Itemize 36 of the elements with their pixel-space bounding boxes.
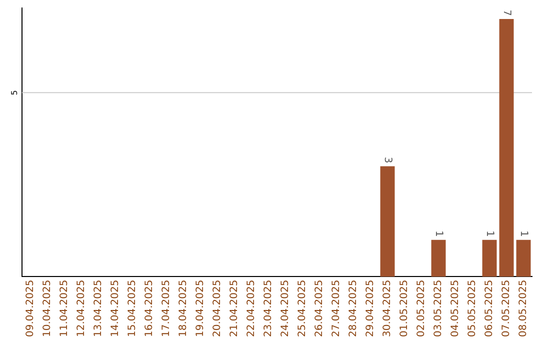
x-tick-label: 14.04.2025	[110, 280, 122, 338]
x-tick-label: 28.04.2025	[348, 280, 360, 338]
x-tick-label: 04.05.2025	[450, 280, 462, 338]
x-tick-label: 18.04.2025	[178, 280, 190, 338]
x-tick-label: 17.04.2025	[161, 280, 172, 338]
x-tick-label: 12.04.2025	[76, 280, 88, 338]
x-tick-label: 10.04.2025	[42, 280, 54, 338]
x-tick-label: 27.04.2025	[331, 280, 342, 338]
x-tick-label: 13.04.2025	[93, 280, 104, 338]
x-tick-label: 05.05.2025	[467, 280, 478, 338]
x-tick-label: 29.04.2025	[365, 280, 376, 338]
data-label: 3	[382, 156, 393, 164]
data-label: 1	[484, 230, 495, 237]
x-tick-label: 24.04.2025	[280, 280, 292, 338]
ref-line-label: 5	[10, 90, 20, 96]
x-tick-label: 20.04.2025	[212, 280, 224, 338]
x-tick-label: 09.04.2025	[25, 280, 36, 338]
x-tick-label: 07.05.2025	[501, 280, 512, 338]
x-tick-label: 22.04.2025	[246, 280, 258, 338]
x-tick-label: 08.05.2025	[518, 280, 530, 338]
x-tick-label: 19.04.2025	[195, 280, 206, 338]
data-label: 1	[518, 230, 529, 237]
x-tick-label: 06.05.2025	[484, 280, 496, 338]
data-label: 1	[432, 230, 444, 237]
data-label: 7	[500, 10, 512, 16]
x-tick-label: 21.04.2025	[229, 280, 240, 338]
x-tick-label: 25.04.2025	[297, 280, 308, 338]
x-tick-label: 02.05.2025	[416, 280, 428, 338]
x-tick-label: 26.04.2025	[314, 280, 326, 338]
x-tick-label: 03.05.2025	[433, 280, 444, 338]
x-tick-label: 11.04.2025	[59, 280, 70, 338]
x-tick-label: 16.04.2025	[144, 280, 156, 338]
x-tick-label: 30.04.2025	[382, 280, 394, 338]
x-tick-label: 15.04.2025	[127, 280, 138, 338]
x-tick-label: 23.04.2025	[263, 280, 274, 338]
x-tick-label: 01.05.2025	[399, 280, 410, 338]
